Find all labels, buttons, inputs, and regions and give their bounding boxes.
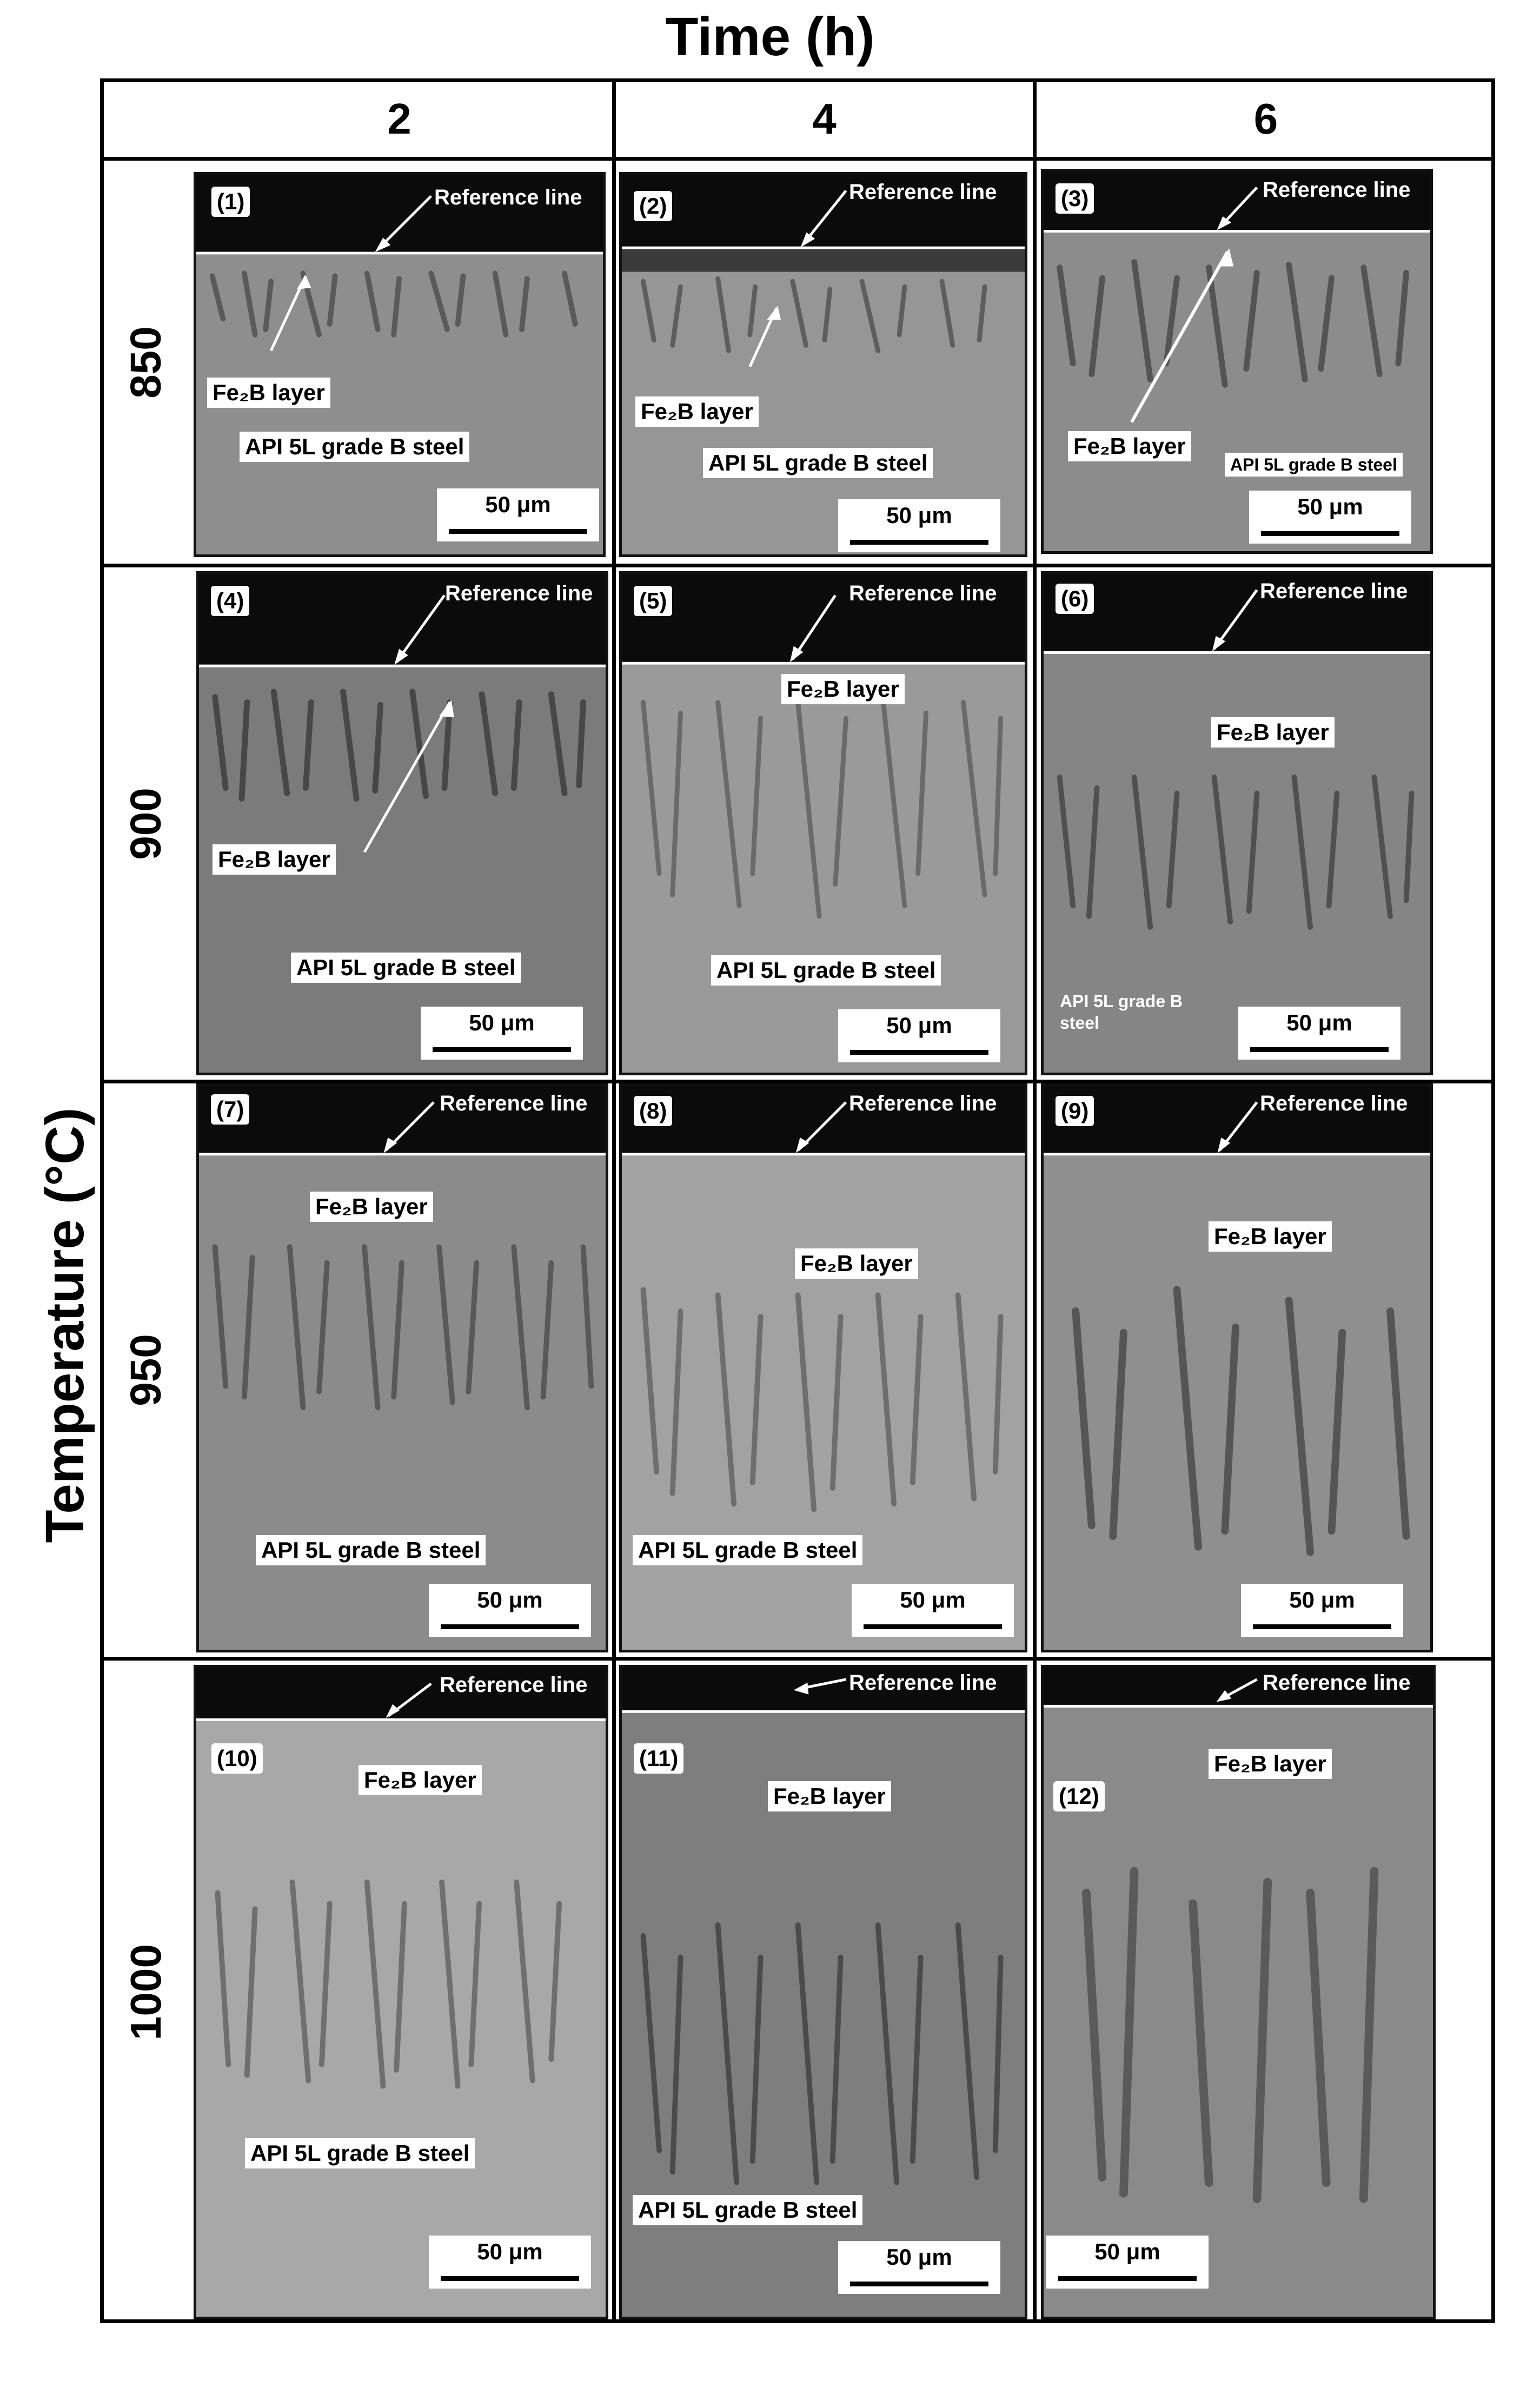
fe2b-layer-label: Fe₂B layer: [1068, 431, 1191, 461]
panel-number: (7): [211, 1094, 250, 1125]
reference-line-label: Reference line: [849, 1671, 997, 1695]
reference-line-label: Reference line: [445, 581, 593, 605]
panel-number: (8): [634, 1096, 673, 1126]
scale-bar: 50 μm: [852, 1584, 1014, 1637]
row-header-950: 950: [121, 1334, 170, 1406]
fe2b-layer-label: Fe₂B layer: [207, 378, 330, 408]
scale-bar: 50 μm: [838, 1009, 1000, 1062]
panel-number: (9): [1056, 1096, 1094, 1126]
substrate-label: API 5L grade B steel: [633, 2195, 863, 2225]
reference-line-label: Reference line: [434, 186, 582, 209]
reference-line-label: Reference line: [1260, 1092, 1408, 1115]
substrate-label: API 5L grade B steel: [1060, 991, 1183, 1033]
scale-bar: 50 μm: [1241, 1584, 1403, 1637]
substrate-label: API 5L grade B steel: [703, 448, 933, 478]
panel-number: (11): [634, 1743, 684, 1774]
micrograph-panel-3: (3) Reference line Fe₂B layer API 5L gra…: [1041, 169, 1433, 554]
panel-number: (4): [211, 586, 250, 616]
column-header-2h: 2: [387, 95, 411, 143]
row-divider-3: [100, 1657, 1495, 1661]
fe2b-layer-label: Fe₂B layer: [1211, 717, 1335, 748]
fe2b-layer-label: Fe₂B layer: [795, 1248, 918, 1279]
substrate-label: API 5L grade B steel: [256, 1535, 486, 1565]
column-divider-2: [1033, 78, 1037, 2323]
substrate-label: API 5L grade B steel: [633, 1535, 863, 1565]
micrograph-panel-12: (12) Reference line Fe₂B layer 50 μm: [1041, 1665, 1436, 2319]
fe2b-layer-label: Fe₂B layer: [768, 1781, 891, 1811]
reference-line-label: Reference line: [1263, 1671, 1411, 1695]
micrograph-panel-10: (10) Reference line Fe₂B layer API 5L gr…: [194, 1665, 608, 2319]
micrograph-panel-5: (5) Reference line Fe₂B layer API 5L gra…: [619, 571, 1027, 1075]
row-divider-2: [100, 1080, 1495, 1083]
micrograph-panel-2: (2) Reference line Fe₂B layer API 5L gra…: [619, 172, 1027, 557]
row-header-850: 850: [121, 326, 170, 399]
panel-number: (10): [211, 1743, 263, 1774]
scale-bar: 50 μm: [421, 1007, 583, 1060]
header-divider: [100, 157, 1495, 161]
micrograph-panel-7: (7) Reference line Fe₂B layer API 5L gra…: [196, 1083, 608, 1652]
fe2b-layer-label: Fe₂B layer: [781, 674, 905, 704]
panel-number: (2): [634, 191, 673, 221]
panel-number: (6): [1056, 584, 1094, 614]
reference-line-label: Reference line: [849, 1092, 997, 1115]
fe2b-layer-label: Fe₂B layer: [635, 396, 759, 427]
reference-line-label: Reference line: [440, 1673, 588, 1697]
row-divider-1: [100, 564, 1495, 567]
substrate-label: API 5L grade B steel: [1225, 453, 1403, 477]
panel-number: (1): [211, 187, 250, 217]
scale-bar: 50 μm: [838, 2241, 1000, 2294]
substrate-label: API 5L grade B steel: [245, 2138, 475, 2168]
reference-line-label: Reference line: [849, 180, 997, 204]
micrograph-panel-6: (6) Reference line Fe₂B layer API 5L gra…: [1041, 571, 1433, 1075]
column-header-6h: 6: [1253, 95, 1278, 143]
column-header-4h: 4: [812, 95, 837, 143]
reference-line-label: Reference line: [440, 1092, 588, 1115]
micrograph-panel-9: (9) Reference line Fe₂B layer 50 μm: [1041, 1083, 1433, 1652]
micrograph-panel-4: (4) Reference line Fe₂B layer API 5L gra…: [196, 571, 608, 1075]
reference-line-label: Reference line: [1260, 579, 1408, 603]
substrate-label: API 5L grade B steel: [240, 432, 470, 462]
panel-number: (3): [1056, 183, 1094, 214]
substrate-label: API 5L grade B steel: [711, 955, 941, 986]
scale-bar: 50 μm: [429, 2236, 591, 2289]
fe2b-layer-label: Fe₂B layer: [310, 1192, 433, 1222]
row-header-900: 900: [121, 787, 170, 860]
panel-number: (5): [634, 586, 673, 616]
scale-bar: 50 μm: [838, 499, 1000, 552]
scale-bar: 50 μm: [437, 488, 599, 541]
scale-bar: 50 μm: [1238, 1007, 1400, 1060]
fe2b-layer-label: Fe₂B layer: [359, 1765, 482, 1795]
scale-bar: 50 μm: [1249, 491, 1411, 544]
scale-bar: 50 μm: [1046, 2236, 1209, 2289]
substrate-label: API 5L grade B steel: [291, 953, 521, 983]
fe2b-layer-label: Fe₂B layer: [213, 844, 336, 875]
temperature-axis-title: Temperature (°C): [35, 1107, 95, 1543]
figure-grid-frame: [100, 78, 1495, 2323]
reference-line-label: Reference line: [849, 581, 997, 605]
column-divider-1: [612, 78, 616, 2323]
scale-bar: 50 μm: [429, 1584, 591, 1637]
micrograph-panel-8: (8) Reference line Fe₂B layer API 5L gra…: [619, 1083, 1027, 1652]
fe2b-layer-label: Fe₂B layer: [1209, 1221, 1332, 1252]
micrograph-panel-11: (11) Reference line Fe₂B layer API 5L gr…: [619, 1665, 1027, 2319]
reference-line-label: Reference line: [1263, 178, 1411, 202]
row-header-1000: 1000: [122, 1943, 170, 2040]
fe2b-layer-label: Fe₂B layer: [1209, 1749, 1332, 1779]
time-axis-title: Time (h): [665, 6, 875, 67]
panel-number: (12): [1053, 1781, 1105, 1811]
micrograph-panel-1: (1) Reference line Fe₂B layer API 5L gra…: [194, 172, 606, 557]
